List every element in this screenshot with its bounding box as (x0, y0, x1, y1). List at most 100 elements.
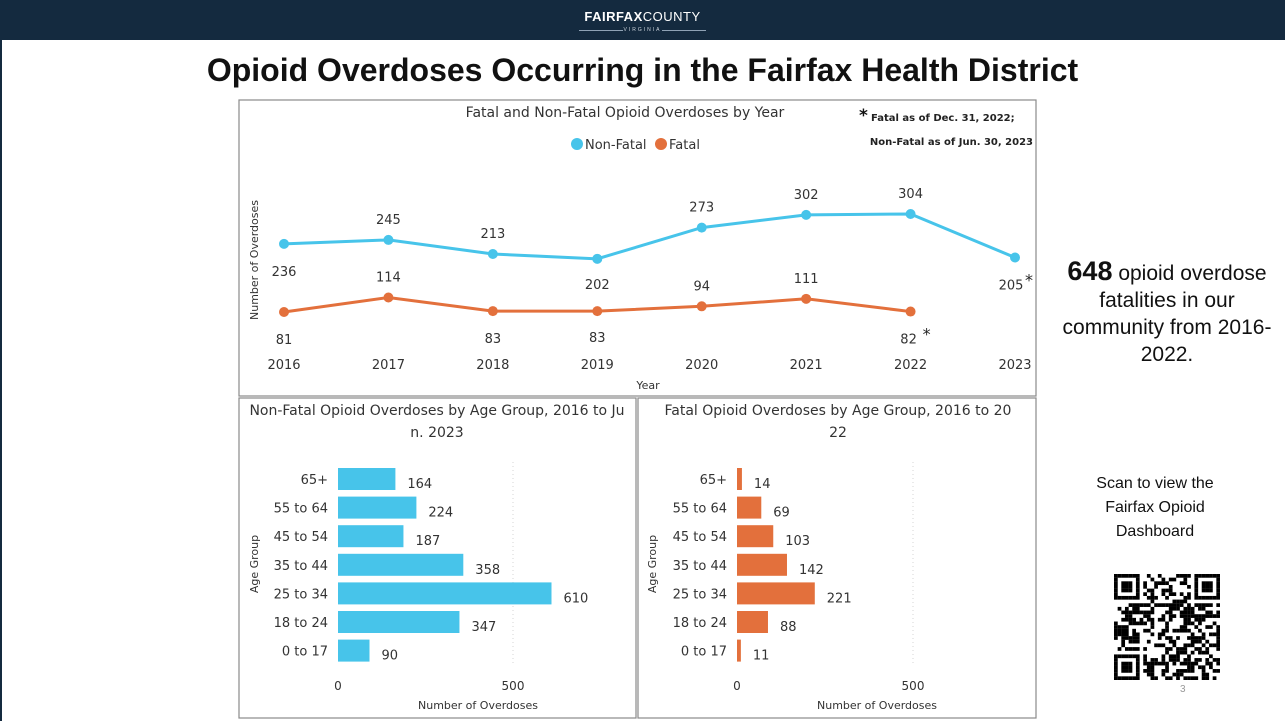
qr-module (1132, 595, 1137, 600)
data-label-fatal: 81 (276, 333, 293, 348)
qr-module (1176, 647, 1180, 651)
qr-module (1161, 643, 1166, 648)
qr-module (1194, 614, 1199, 618)
qr-module (1154, 603, 1158, 607)
qr-module (1165, 621, 1169, 626)
qr-module (1216, 577, 1220, 582)
qr-module (1172, 639, 1177, 644)
qr-module (1190, 665, 1195, 670)
qr-module (1176, 654, 1180, 659)
qr-module (1124, 628, 1129, 633)
qr-module (1135, 595, 1140, 600)
qr-module (1128, 661, 1133, 666)
bar-value-label: 358 (475, 563, 500, 578)
legend-label-fatal: Fatal (669, 138, 700, 153)
qr-module (1201, 606, 1206, 611)
qr-module (1146, 574, 1151, 578)
bar-value-label: 90 (382, 649, 399, 664)
qr-module (1114, 588, 1118, 593)
qr-module (1114, 581, 1118, 586)
qr-module (1216, 610, 1220, 615)
qr-module (1143, 592, 1147, 597)
qr-module (1124, 669, 1129, 673)
qr-module (1187, 636, 1191, 640)
category-label: 18 to 24 (673, 616, 727, 631)
qr-module (1216, 581, 1220, 586)
qr-module (1176, 669, 1180, 673)
qr-module (1114, 592, 1118, 597)
qr-module (1124, 610, 1129, 615)
qr-module (1128, 636, 1133, 640)
qr-module (1132, 617, 1137, 622)
qr-module (1132, 632, 1137, 637)
qr-module (1198, 617, 1202, 622)
qr-module (1187, 603, 1191, 607)
qr-module (1216, 588, 1220, 593)
qr-module (1209, 632, 1213, 637)
qr-module (1194, 661, 1199, 666)
qr-module (1198, 628, 1202, 633)
qr-module (1179, 614, 1184, 618)
qr-module (1183, 625, 1188, 629)
qr-module (1187, 665, 1191, 670)
x-tick-label: 2018 (476, 358, 509, 373)
qr-module (1124, 625, 1129, 629)
qr-module (1168, 606, 1173, 611)
qr-module (1143, 628, 1147, 633)
qr-module (1114, 628, 1118, 633)
x-tick-label: 2019 (581, 358, 614, 373)
bar (737, 611, 768, 633)
bar-value-label: 610 (564, 591, 589, 606)
qr-module (1132, 636, 1137, 640)
qr-module (1216, 636, 1220, 640)
qr-module (1168, 603, 1173, 607)
qr-module (1205, 574, 1210, 578)
data-point-fatal (487, 306, 498, 317)
qr-module (1146, 672, 1151, 677)
bar (338, 553, 464, 576)
qr-module (1128, 617, 1133, 622)
qr-module (1114, 658, 1118, 662)
qr-module (1209, 665, 1213, 670)
qr-module (1121, 610, 1126, 615)
qr-module (1139, 610, 1144, 615)
data-label-fatal: 111 (794, 272, 819, 287)
data-point-fatal (696, 301, 707, 312)
qr-module (1194, 603, 1199, 607)
qr-module (1161, 603, 1166, 607)
qr-module (1128, 621, 1133, 626)
data-point-non-fatal (905, 209, 916, 219)
qr-module (1205, 650, 1210, 655)
qr-module (1179, 628, 1184, 633)
data-label-non-fatal: 273 (689, 201, 714, 216)
qr-module (1121, 632, 1126, 637)
qr-module (1124, 614, 1129, 618)
qr-module (1150, 676, 1155, 680)
x-tick-label: 2016 (267, 358, 300, 373)
qr-module (1121, 595, 1126, 600)
qr-module (1172, 654, 1177, 659)
bar (338, 468, 396, 490)
qr-module (1135, 669, 1140, 673)
qr-module (1190, 636, 1195, 640)
qr-module (1216, 639, 1220, 644)
qr-module (1132, 628, 1137, 633)
bar (338, 611, 460, 633)
category-label: 18 to 24 (274, 616, 328, 631)
bar (737, 525, 774, 548)
qr-module (1205, 588, 1210, 593)
qr-module (1209, 584, 1213, 589)
qr-module (1172, 577, 1177, 582)
qr-module (1209, 581, 1213, 586)
qr-module (1161, 632, 1166, 637)
qr-code-icon[interactable] (1114, 574, 1220, 680)
qr-module (1135, 672, 1140, 677)
qr-module (1183, 621, 1188, 626)
data-point-non-fatal (801, 209, 812, 220)
bar-chart-title-line1: Non-Fatal Opioid Overdoses by Age Group,… (249, 403, 624, 419)
fatality-stat: 648 opioid overdose fatalities in our co… (1052, 258, 1282, 368)
qr-module (1205, 595, 1210, 600)
qr-module (1205, 625, 1210, 629)
qr-module (1114, 625, 1118, 629)
qr-module (1124, 632, 1129, 637)
